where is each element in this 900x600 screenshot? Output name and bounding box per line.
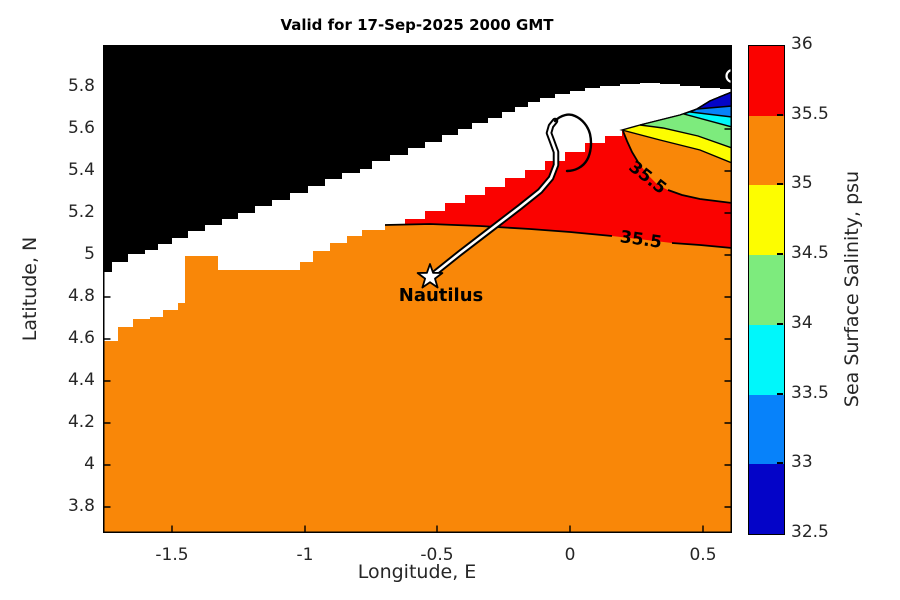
colorbar-band-34-34.5 bbox=[749, 255, 784, 325]
axis-tick-marks bbox=[103, 45, 732, 533]
ship-track bbox=[428, 119, 558, 279]
y-tick-label: 4.8 bbox=[67, 286, 95, 306]
x-tick-label: -1.5 bbox=[155, 545, 189, 565]
colorbar-tick-label: 33.5 bbox=[791, 382, 829, 403]
salinity-35.5-36-region bbox=[385, 130, 732, 248]
x-tick-label: -1 bbox=[296, 545, 314, 565]
y-axis-label: Latitude, N bbox=[19, 236, 41, 342]
colorbar-tick-label: 34 bbox=[791, 312, 813, 333]
y-tick-label: 4.4 bbox=[67, 370, 95, 390]
y-tick-label: 5.6 bbox=[67, 118, 95, 138]
ship-star-marker bbox=[416, 263, 444, 289]
x-tick-label: -0.5 bbox=[420, 545, 454, 565]
x-axis-label: Longitude, E bbox=[357, 561, 477, 583]
colorbar-tick-mark bbox=[777, 253, 783, 256]
colorbar-tick-label: 35 bbox=[791, 173, 813, 194]
y-tick-label: 4 bbox=[84, 454, 95, 474]
colorbar-tick-label: 36 bbox=[791, 34, 813, 54]
colorbar-tick-label: 35.5 bbox=[791, 103, 829, 124]
ship-track-hook bbox=[553, 113, 593, 173]
colorbar-tick-label: 33 bbox=[791, 452, 813, 473]
colorbar-tick-label: 34.5 bbox=[791, 243, 829, 264]
colorbar-band-35.5-36 bbox=[749, 46, 784, 116]
colorbar-band-33-33.5 bbox=[749, 394, 784, 465]
contour-35.5-upper-line bbox=[667, 189, 732, 204]
contour-35.5-lower-line bbox=[384, 223, 613, 237]
colorbar-band-34.5-35 bbox=[749, 185, 784, 256]
y-tick-label: 5.8 bbox=[67, 76, 95, 96]
colorbar-label: Sea Surface Salinity, psu bbox=[841, 170, 863, 408]
y-tick-label: 3.8 bbox=[67, 496, 95, 516]
contour-35.5-upper-line bbox=[622, 130, 639, 163]
x-tick-label: 0 bbox=[564, 545, 576, 565]
y-tick-label: 5 bbox=[84, 244, 95, 264]
colorbar-tick-mark bbox=[777, 322, 783, 325]
y-tick-label: 5.4 bbox=[67, 160, 95, 180]
colorbar-tick-mark bbox=[777, 462, 783, 465]
y-tick-label: 5.2 bbox=[67, 202, 95, 222]
salinity-32.5-33-band bbox=[696, 91, 732, 110]
salinity-35-35.5-pocket bbox=[622, 130, 732, 203]
colorbar-tick-mark bbox=[777, 113, 783, 116]
colorbar-tick-label: 32.5 bbox=[791, 522, 829, 542]
y-tick-label: 4.2 bbox=[67, 412, 95, 432]
axis-frame bbox=[103, 45, 732, 533]
y-tick-label: 4.6 bbox=[67, 328, 95, 348]
colorbar-band-32.5-33 bbox=[749, 464, 784, 535]
x-tick-label: 0.5 bbox=[689, 545, 717, 565]
contour-35.5-lower-line bbox=[671, 242, 732, 249]
colorbar bbox=[748, 45, 785, 535]
colorbar-tick-mark bbox=[777, 183, 783, 186]
plot-title: Valid for 17-Sep-2025 2000 GMT bbox=[280, 16, 554, 34]
nautilus-label: Nautilus bbox=[399, 285, 484, 306]
colorbar-band-33.5-34 bbox=[749, 324, 784, 395]
colorbar-band-35-35.5 bbox=[749, 115, 784, 186]
colorbar-tick-mark bbox=[777, 392, 783, 395]
coastal-ring-marker bbox=[725, 68, 732, 84]
land-region bbox=[103, 45, 732, 272]
